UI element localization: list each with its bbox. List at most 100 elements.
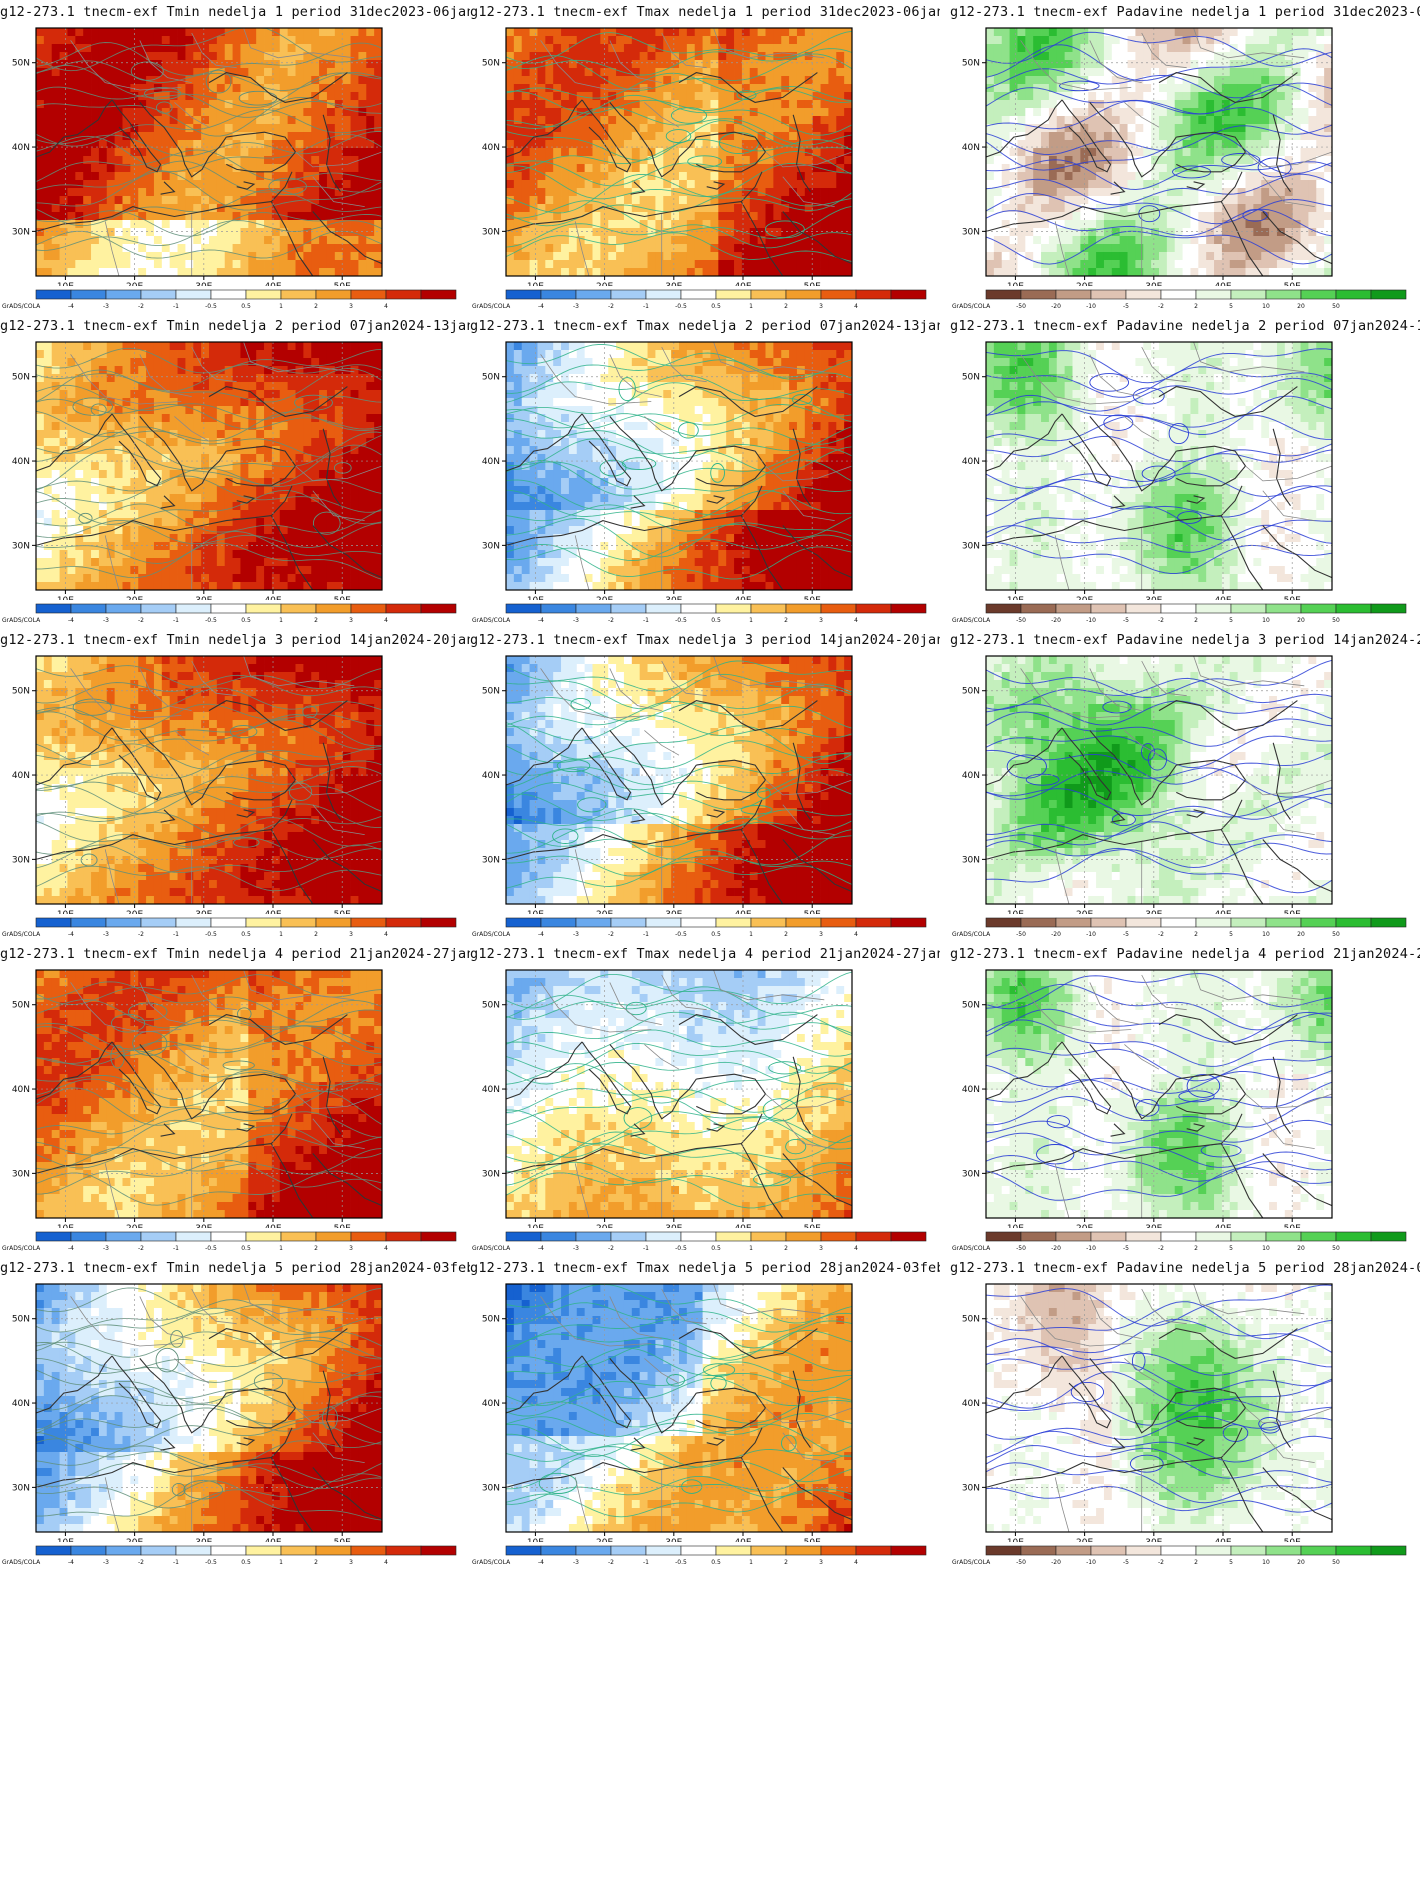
lon-tick-label: 50E	[1284, 910, 1301, 914]
colorbar-swatch	[540, 603, 577, 614]
grads-credit: GrADS/COLA	[952, 931, 991, 938]
colorbar-label: -0.5	[205, 1245, 217, 1252]
lon-tick-label: 30E	[1145, 1224, 1162, 1228]
plot-frame	[35, 1283, 383, 1533]
lat-tick-label: 30N	[482, 227, 500, 237]
lat-tick-label: 50N	[482, 373, 500, 383]
colorbar-label: 4	[854, 617, 858, 624]
colorbar-swatch	[420, 289, 457, 300]
coastlines	[35, 1014, 383, 1219]
colorbar-label: -1	[173, 617, 179, 624]
map-panel-tmin-week-1: g12-273.1 tnecm-exf Tmin nedelja 1 perio…	[0, 2, 470, 380]
lon-tick-label: 10E	[527, 596, 544, 600]
colorbar-swatch	[385, 1545, 422, 1556]
colorbar-swatch	[1020, 917, 1057, 928]
lon-tick-label: 30E	[195, 910, 212, 914]
colorbar-swatch	[245, 289, 282, 300]
colorbar-label: -1	[173, 931, 179, 938]
colorbar-label: -1	[173, 1245, 179, 1252]
lat-tick-label: 40N	[12, 457, 30, 467]
graticule	[986, 342, 1332, 590]
lat-tick-label: 40N	[962, 771, 980, 781]
panel-title: g12-273.1 tnecm-exf Tmin nedelja 5 perio…	[0, 1260, 470, 1276]
colorbar-label: -1	[643, 303, 649, 310]
lat-tick-label: 30N	[12, 541, 30, 551]
lon-tick-label: 40E	[1214, 1538, 1231, 1542]
colorbar-swatch	[820, 1545, 857, 1556]
lat-tick-label: 40N	[482, 1399, 500, 1409]
map-panel-tmax-week-1: g12-273.1 tnecm-exf Tmax nedelja 1 perio…	[470, 2, 940, 380]
lat-tick-label: 40N	[12, 771, 30, 781]
lon-tick-label: 20E	[596, 282, 613, 286]
lat-tick-label: 40N	[962, 1085, 980, 1095]
map-plot: 10E 20E 30E 40E 50E 50N 40N 30N	[12, 655, 383, 914]
climatology-contours	[985, 1284, 1333, 1513]
colorbar-swatch	[610, 917, 647, 928]
map-plot: 10E 20E 30E 40E 50E 50N 40N 30N	[482, 969, 853, 1228]
plot-frame	[985, 27, 1333, 277]
colorbar-swatch	[175, 289, 212, 300]
colorbar-swatch	[210, 1545, 247, 1556]
lon-tick-label: 20E	[596, 1224, 613, 1228]
colorbar-label: -2	[608, 303, 614, 310]
colorbar-swatch	[420, 1545, 457, 1556]
coastlines	[505, 1328, 853, 1533]
lon-tick-label: 20E	[596, 596, 613, 600]
colorbar-label: 2	[314, 1559, 318, 1566]
lat-tick-label: 50N	[12, 1001, 30, 1011]
colorbar-swatch	[1055, 917, 1092, 928]
colorbar-label: 1	[749, 303, 753, 310]
coastlines	[505, 386, 853, 591]
grads-credit: GrADS/COLA	[2, 303, 41, 310]
map-panel-tmin-week-4: g12-273.1 tnecm-exf Tmin nedelja 4 perio…	[0, 944, 470, 1322]
colorbar-label: 1	[279, 303, 283, 310]
panel-title: g12-273.1 tnecm-exf Tmax nedelja 1 perio…	[470, 4, 940, 20]
colorbar-swatch	[385, 603, 422, 614]
colorbar-label: 0.5	[241, 617, 251, 624]
grads-credit: GrADS/COLA	[472, 303, 511, 310]
colorbar-label: 4	[854, 1559, 858, 1566]
colorbar-swatch	[985, 1545, 1022, 1556]
colorbar-label: 0.5	[241, 1559, 251, 1566]
colorbar-swatch	[610, 1545, 647, 1556]
colorbar: -4 -3 -2 -1 -0.5 0.5 1 2 3 4 GrADS/COLA	[2, 1545, 457, 1566]
lat-tick-label: 30N	[12, 1483, 30, 1493]
lat-tick-label: 30N	[12, 227, 30, 237]
map-plot: 10E 20E 30E 40E 50E 50N 40N 30N	[482, 655, 853, 914]
lon-tick-label: 30E	[665, 1538, 682, 1542]
lon-tick-label: 10E	[1007, 282, 1024, 286]
colorbar-label: 3	[819, 1559, 823, 1566]
graticule	[36, 28, 382, 276]
map-plot: 10E 20E 30E 40E 50E 50N 40N 30N	[962, 969, 1333, 1228]
graticule	[506, 970, 852, 1218]
colorbar-swatch	[245, 603, 282, 614]
colorbar-label: 10	[1262, 1245, 1270, 1252]
colorbar-swatch	[315, 917, 352, 928]
colorbar-label: -3	[103, 931, 109, 938]
colorbar-swatch	[385, 1231, 422, 1242]
colorbar-label: -4	[68, 303, 74, 310]
country-borders	[540, 1283, 853, 1533]
lon-tick-label: 30E	[1145, 1538, 1162, 1542]
lon-tick-label: 40E	[734, 596, 751, 600]
colorbar-label: -10	[1086, 1245, 1096, 1252]
colorbar-swatch	[575, 603, 612, 614]
lat-tick-label: 50N	[482, 1315, 500, 1325]
colorbar-swatch	[855, 1545, 892, 1556]
colorbar-label: -20	[1051, 1245, 1061, 1252]
colorbar-swatch	[105, 289, 142, 300]
colorbar-label: 4	[854, 1245, 858, 1252]
panel-title: g12-273.1 tnecm-exf Tmax nedelja 5 perio…	[470, 1260, 940, 1276]
grads-credit: GrADS/COLA	[2, 1245, 41, 1252]
colorbar-label: -3	[103, 617, 109, 624]
colorbar-swatch	[855, 603, 892, 614]
lon-tick-label: 30E	[1145, 282, 1162, 286]
panel-title: g12-273.1 tnecm-exf Tmax nedelja 4 perio…	[470, 946, 940, 962]
colorbar-swatch	[1055, 1231, 1092, 1242]
colorbar-label: -5	[1123, 1245, 1129, 1252]
lon-tick-label: 40E	[264, 282, 281, 286]
colorbar-label: -20	[1051, 303, 1061, 310]
colorbar-label: 2	[784, 1245, 788, 1252]
lon-tick-label: 10E	[527, 910, 544, 914]
colorbar-label: -0.5	[205, 931, 217, 938]
